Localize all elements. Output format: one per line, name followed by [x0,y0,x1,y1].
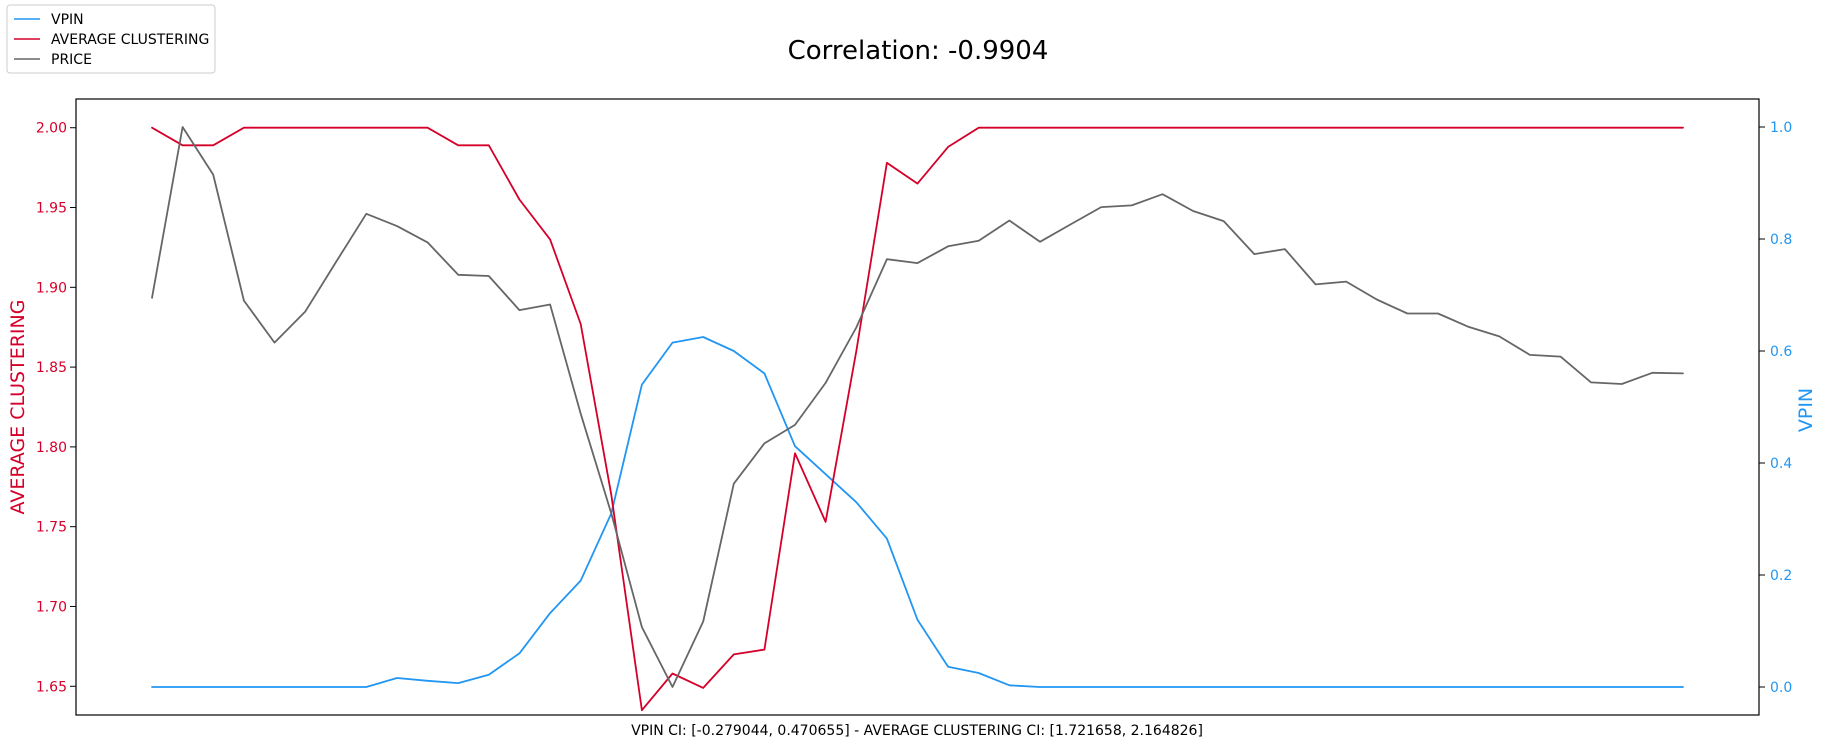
right-tick-label: 1.0 [1770,120,1792,136]
left-tick-label: 1.80 [36,440,67,456]
right-tick-label: 0.2 [1770,568,1792,584]
right-tick-label: 0.4 [1770,456,1792,472]
right-tick-label: 0.6 [1770,344,1792,360]
left-axis-label: AVERAGE CLUSTERING [7,300,29,515]
series-line-average-clustering [151,126,1684,712]
series-line-vpin [151,336,1684,688]
left-tick-label: 1.75 [36,520,67,536]
chart-title: Correlation: -0.9904 [788,36,1049,66]
series-lines [151,126,1684,712]
confidence-interval-caption: VPIN CI: [-0.279044, 0.470655] - AVERAGE… [631,723,1203,739]
plot-frame [75,98,1760,716]
left-tick-label: 1.95 [36,201,67,217]
legend-frame [6,4,216,74]
right-tick-label: 0.8 [1770,232,1792,248]
series-line-price [151,126,1684,688]
right-axis-ticks: 0.0 0.2 0.4 0.6 0.8 1.0 [1759,120,1792,696]
right-tick-label: 0.0 [1770,680,1792,696]
left-tick-label: 1.70 [36,599,67,615]
left-tick-label: 1.65 [36,679,67,695]
right-axis-label: VPIN [1795,388,1817,432]
left-axis-ticks: 1.65 1.70 1.75 1.80 1.85 1.90 1.95 2.00 [36,121,76,695]
legend-label-price: PRICE [51,52,92,68]
legend: VPIN AVERAGE CLUSTERING PRICE [6,4,216,74]
left-tick-label: 2.00 [36,121,67,137]
left-tick-label: 1.90 [36,280,67,296]
legend-label-average-clustering: AVERAGE CLUSTERING [51,32,209,48]
legend-label-vpin: VPIN [51,12,84,28]
left-tick-label: 1.85 [36,360,67,376]
